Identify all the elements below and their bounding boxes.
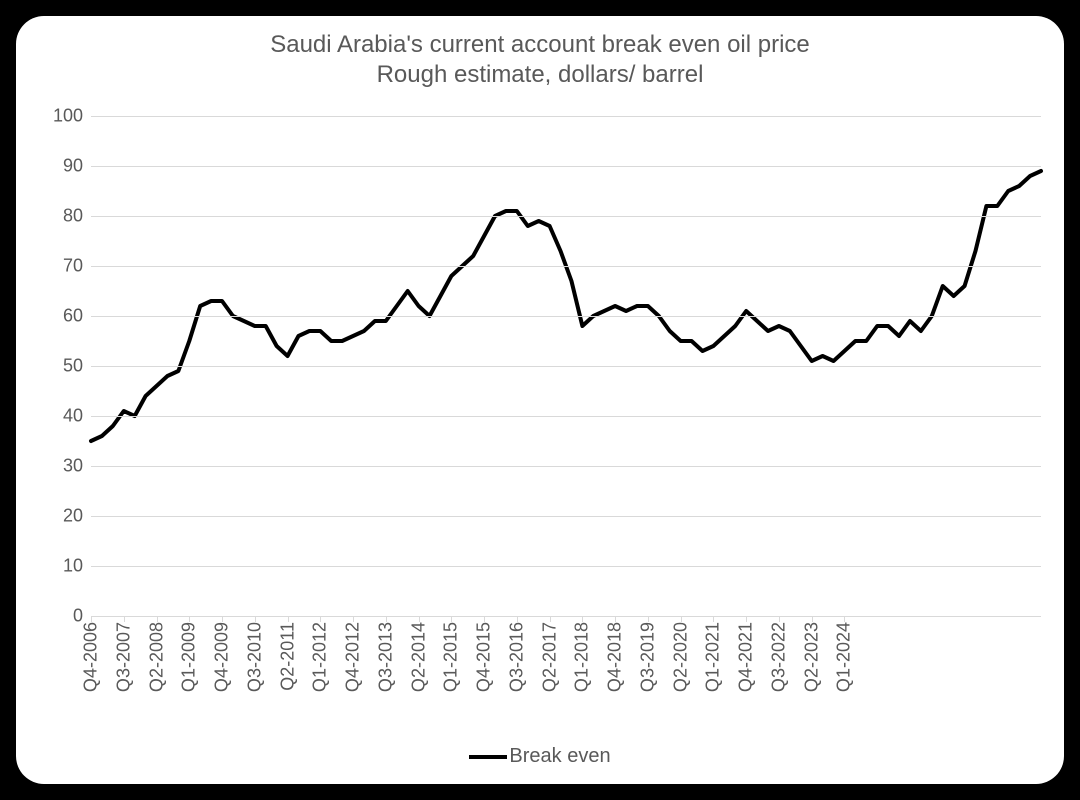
chart-title-line2: Rough estimate, dollars/ barrel — [16, 60, 1064, 90]
gridline — [91, 516, 1041, 517]
x-tick-label: Q3-2019 — [637, 616, 658, 692]
legend-swatch — [469, 755, 507, 759]
x-tick-label: Q1-2018 — [572, 616, 593, 692]
x-tick-label: Q3-2013 — [375, 616, 396, 692]
x-tick-label: Q2-2008 — [146, 616, 167, 692]
x-tick-label: Q4-2009 — [212, 616, 233, 692]
gridline — [91, 266, 1041, 267]
y-tick-label: 80 — [63, 206, 83, 227]
x-tick-label: Q1-2015 — [441, 616, 462, 692]
x-tick-label: Q4-2012 — [343, 616, 364, 692]
gridline — [91, 316, 1041, 317]
x-tick-label: Q1-2009 — [179, 616, 200, 692]
gridline — [91, 116, 1041, 117]
gridline — [91, 466, 1041, 467]
gridline — [91, 216, 1041, 217]
chart-title: Saudi Arabia's current account break eve… — [16, 16, 1064, 90]
x-tick-label: Q4-2018 — [605, 616, 626, 692]
series-line — [91, 171, 1041, 441]
y-tick-label: 70 — [63, 256, 83, 277]
y-tick-label: 50 — [63, 356, 83, 377]
x-tick-label: Q2-2014 — [408, 616, 429, 692]
chart-frame: Saudi Arabia's current account break eve… — [16, 16, 1064, 784]
y-tick-label: 40 — [63, 406, 83, 427]
gridline — [91, 616, 1041, 617]
gridline — [91, 566, 1041, 567]
plot-area: 0102030405060708090100Q4-2006Q3-2007Q2-2… — [91, 116, 1041, 616]
y-tick-label: 90 — [63, 156, 83, 177]
x-tick-label: Q4-2015 — [474, 616, 495, 692]
x-tick-label: Q1-2024 — [834, 616, 855, 692]
x-tick-label: Q1-2021 — [703, 616, 724, 692]
x-tick-label: Q2-2023 — [801, 616, 822, 692]
x-tick-label: Q3-2022 — [768, 616, 789, 692]
gridline — [91, 166, 1041, 167]
x-tick-label: Q2-2017 — [539, 616, 560, 692]
x-tick-label: Q4-2006 — [81, 616, 102, 692]
x-tick-label: Q1-2012 — [310, 616, 331, 692]
y-tick-label: 20 — [63, 506, 83, 527]
x-tick-label: Q3-2016 — [506, 616, 527, 692]
gridline — [91, 366, 1041, 367]
x-tick-label: Q3-2007 — [113, 616, 134, 692]
legend-label: Break even — [509, 745, 610, 767]
x-tick-label: Q2-2020 — [670, 616, 691, 692]
chart-title-line1: Saudi Arabia's current account break eve… — [16, 30, 1064, 60]
y-tick-label: 30 — [63, 456, 83, 477]
gridline — [91, 416, 1041, 417]
y-tick-label: 100 — [53, 106, 83, 127]
x-tick-label: Q2-2011 — [277, 616, 298, 691]
y-tick-label: 10 — [63, 556, 83, 577]
y-tick-label: 60 — [63, 306, 83, 327]
legend: Break even — [16, 745, 1064, 768]
x-tick-label: Q3-2010 — [244, 616, 265, 692]
x-tick-label: Q4-2021 — [736, 616, 757, 692]
